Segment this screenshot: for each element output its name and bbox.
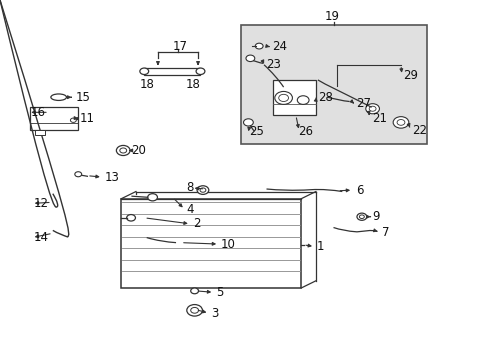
- Circle shape: [75, 172, 81, 177]
- Circle shape: [186, 305, 202, 316]
- Text: 10: 10: [221, 238, 235, 251]
- Circle shape: [126, 215, 135, 221]
- Circle shape: [255, 43, 263, 49]
- Text: 7: 7: [382, 226, 389, 239]
- Bar: [121, 199, 301, 288]
- Text: 17: 17: [172, 40, 187, 53]
- Circle shape: [196, 68, 204, 75]
- Text: 12: 12: [33, 197, 48, 210]
- Circle shape: [190, 288, 198, 294]
- Text: 14: 14: [33, 231, 48, 244]
- Text: 4: 4: [186, 203, 194, 216]
- Text: 15: 15: [76, 91, 90, 104]
- Circle shape: [140, 68, 148, 75]
- Bar: [35, 130, 45, 135]
- Text: 2: 2: [193, 217, 200, 230]
- Text: 27: 27: [355, 97, 370, 110]
- Circle shape: [245, 55, 254, 62]
- Circle shape: [274, 91, 292, 104]
- Text: 18: 18: [185, 78, 200, 91]
- Text: 24: 24: [272, 40, 287, 53]
- Circle shape: [116, 145, 130, 156]
- Text: 29: 29: [403, 69, 418, 82]
- Bar: [144, 68, 200, 75]
- Text: 3: 3: [211, 307, 218, 320]
- Text: 16: 16: [30, 106, 45, 119]
- Circle shape: [297, 96, 308, 104]
- Text: 23: 23: [266, 58, 281, 71]
- Text: 1: 1: [316, 240, 324, 253]
- Circle shape: [365, 104, 379, 114]
- Text: 25: 25: [249, 125, 264, 138]
- Circle shape: [197, 186, 208, 194]
- Text: 26: 26: [298, 125, 313, 138]
- Text: 8: 8: [185, 181, 193, 194]
- Text: 6: 6: [355, 184, 363, 197]
- Text: 22: 22: [411, 124, 426, 137]
- Text: 13: 13: [105, 171, 120, 184]
- Bar: [30, 107, 78, 130]
- Bar: [272, 80, 315, 115]
- Circle shape: [243, 119, 253, 126]
- Text: 11: 11: [79, 112, 94, 125]
- Text: 19: 19: [325, 10, 339, 23]
- Text: 28: 28: [317, 91, 332, 104]
- Text: 21: 21: [371, 112, 386, 125]
- Circle shape: [147, 194, 157, 201]
- Text: 9: 9: [372, 210, 379, 223]
- Text: 18: 18: [139, 78, 154, 91]
- Circle shape: [70, 118, 76, 122]
- Bar: [240, 25, 427, 144]
- Circle shape: [392, 117, 408, 128]
- Text: 20: 20: [131, 144, 145, 157]
- Circle shape: [356, 213, 366, 220]
- Text: 5: 5: [216, 286, 223, 299]
